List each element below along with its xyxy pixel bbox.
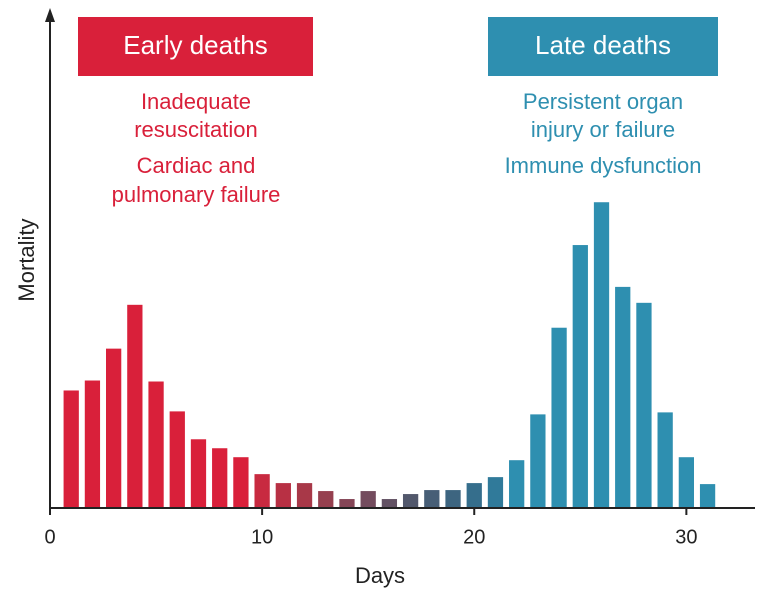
bar	[678, 457, 694, 508]
bar	[424, 490, 440, 508]
annotation-text: Cardiac and	[137, 153, 256, 178]
annotation-title: Early deaths	[123, 30, 268, 60]
bar	[318, 491, 334, 508]
annotation-text: Persistent organ	[523, 89, 683, 114]
bar	[127, 304, 143, 508]
bar	[593, 202, 610, 508]
bar	[636, 302, 652, 508]
bar	[233, 457, 249, 508]
bar	[699, 484, 716, 508]
annotation-text: pulmonary failure	[112, 182, 281, 207]
annotation-text: Immune dysfunction	[505, 153, 702, 178]
bar	[657, 412, 673, 508]
y-axis-arrow	[45, 8, 55, 22]
bar	[63, 390, 79, 508]
x-tick-label: 20	[463, 526, 485, 548]
bar	[148, 381, 164, 508]
annotation-title: Late deaths	[535, 30, 671, 60]
annotation-text: injury or failure	[531, 117, 675, 142]
annotation-box	[78, 17, 313, 76]
y-axis-label: Mortality	[14, 218, 39, 301]
bar	[360, 491, 376, 508]
x-axis-label: Days	[355, 563, 405, 588]
bar	[572, 245, 588, 508]
bar	[190, 439, 207, 508]
annotation-text: resuscitation	[134, 117, 258, 142]
bar	[254, 474, 270, 508]
x-tick-label: 30	[675, 526, 697, 548]
bar	[509, 460, 525, 508]
bar	[275, 483, 291, 508]
bar	[84, 380, 101, 508]
bar	[487, 477, 504, 508]
x-tick-label: 0	[44, 526, 55, 548]
bar	[466, 483, 482, 508]
bar	[296, 483, 313, 508]
bar	[445, 490, 461, 508]
annotation-box	[488, 17, 718, 76]
x-tick-label: 10	[251, 526, 273, 548]
bar	[169, 411, 185, 508]
bar	[551, 327, 567, 508]
bar	[530, 414, 546, 508]
bar	[402, 494, 419, 508]
annotation-text: Inadequate	[141, 89, 251, 114]
bar	[381, 499, 398, 508]
bar	[339, 499, 355, 508]
bar	[615, 286, 631, 508]
bar	[106, 348, 122, 508]
bar	[212, 448, 228, 508]
